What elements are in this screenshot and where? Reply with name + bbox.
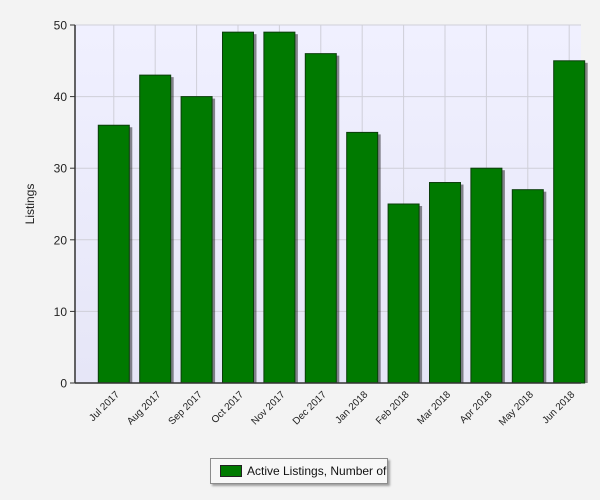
y-tick-labels: 0 10 20 30 40 50: [54, 19, 75, 391]
x-tick-label: Jun 2018: [540, 389, 577, 426]
bar-jun-2018: [553, 60, 586, 384]
y-axis-label: Listings: [23, 184, 37, 225]
y-tick-label: 0: [60, 377, 67, 391]
x-tick-label: Nov 2017: [249, 389, 287, 427]
bar-may-2018: [511, 189, 544, 384]
y-tick-label: 40: [54, 90, 68, 104]
bar-nov-2017: [263, 31, 296, 384]
y-tick-label: 50: [54, 19, 68, 33]
bars: [97, 31, 588, 384]
bar-sep-2017: [180, 96, 213, 384]
bar-oct-2017: [221, 31, 254, 384]
x-tick-label: Jan 2018: [333, 389, 370, 426]
bar-chart: 0 10 20 30 40 50 Jul 2017 Aug 2017 Sep 2017 Oct …: [23, 19, 588, 428]
x-tick-label: Apr 2018: [458, 389, 495, 426]
x-tick-label: Oct 2017: [210, 389, 247, 426]
bar-jan-2018: [346, 131, 379, 384]
bar-dec-2017: [304, 53, 337, 384]
legend-swatch: [220, 465, 242, 477]
bar-mar-2018: [428, 182, 461, 384]
x-tick-label: May 2018: [497, 389, 536, 428]
y-tick-label: 20: [54, 233, 68, 247]
axes: [74, 25, 581, 384]
x-tick-label: Jul 2017: [87, 389, 122, 424]
x-tick-label: Dec 2017: [291, 389, 329, 427]
bar-feb-2018: [387, 203, 420, 384]
x-tick-label: Mar 2018: [415, 389, 453, 427]
y-tick-label: 30: [54, 162, 68, 176]
legend-label: Active Listings, Number of: [247, 464, 387, 478]
x-tick-labels: Jul 2017 Aug 2017 Sep 2017 Oct 2017 Nov 2017…: [87, 389, 577, 428]
y-tick-label: 10: [54, 305, 68, 319]
bar-jul-2017: [97, 124, 130, 384]
bar-aug-2017: [139, 74, 172, 384]
x-tick-label: Aug 2017: [125, 389, 163, 427]
x-tick-label: Sep 2017: [167, 389, 205, 427]
legend: Active Listings, Number of: [210, 458, 388, 484]
bar-apr-2018: [470, 167, 503, 384]
x-tick-label: Feb 2018: [374, 389, 412, 427]
